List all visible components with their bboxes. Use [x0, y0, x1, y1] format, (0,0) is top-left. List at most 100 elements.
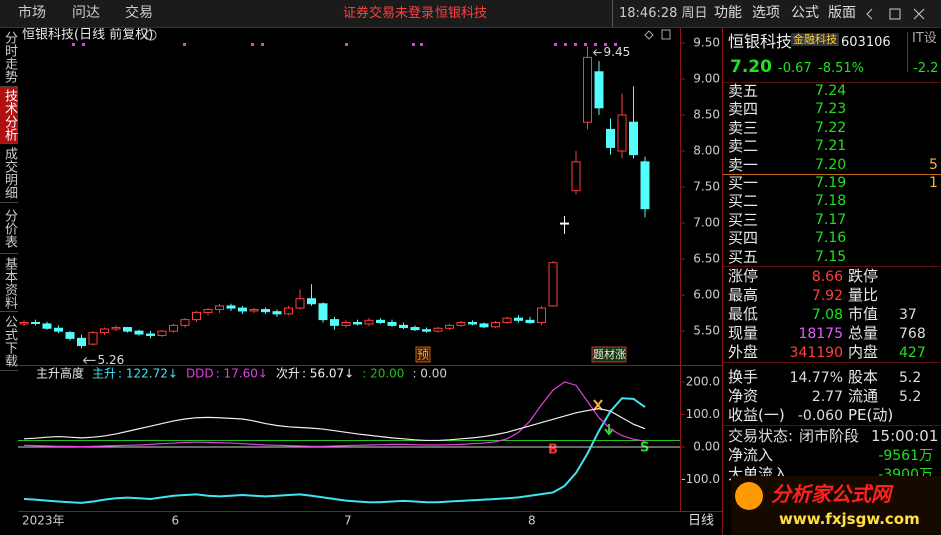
side-tab[interactable]: 基本资料 — [0, 254, 18, 312]
login-notice[interactable]: 证券交易未登录 — [343, 6, 435, 21]
divider — [723, 174, 941, 175]
logo-url: www.fxjsgw.com — [779, 510, 920, 528]
side-tab[interactable]: 公式下载 — [0, 312, 18, 371]
candle-body — [238, 307, 247, 312]
candle-body — [353, 321, 362, 325]
cross-marker — [593, 399, 603, 411]
divider — [723, 266, 941, 267]
stat-label: 跌停 — [848, 267, 879, 285]
candle-body — [537, 307, 546, 323]
stock-code: 603106 — [841, 35, 891, 50]
toolbar-item[interactable]: 功能 — [714, 5, 742, 21]
candle-body — [606, 128, 615, 148]
stat-value: 427 — [899, 345, 926, 361]
status: 闭市阶段 — [799, 427, 860, 445]
candle-body — [203, 309, 213, 313]
order-price: 7.24 — [815, 83, 847, 99]
top-bar: 市场 问达 交易 证券交易未登录 恒银科技 18:46:28 周日 功能 选项 … — [0, 0, 941, 28]
status-time: 15:00:01 — [871, 427, 939, 445]
side-tab[interactable]: 分时走势 — [0, 28, 18, 87]
side-tab[interactable]: 技术分析 — [0, 87, 18, 144]
candle-body — [514, 317, 523, 321]
window-icon[interactable] — [661, 29, 671, 40]
menu-item[interactable]: 问达 — [72, 5, 100, 21]
sell-signal: S — [640, 441, 649, 456]
stat-label: PE(动) — [848, 406, 894, 424]
divider — [723, 82, 941, 83]
status-label: 交易状态: — [728, 427, 794, 445]
price: 7.20 — [730, 57, 772, 77]
candle-body — [100, 328, 109, 334]
candle-body — [468, 321, 477, 325]
series-line — [23, 397, 646, 504]
x-tick-label: 8 — [528, 514, 536, 528]
divider — [612, 0, 613, 27]
candle-body — [560, 222, 569, 225]
order-label: 卖一 — [728, 155, 759, 174]
signal-dots — [72, 43, 617, 46]
toolbar-item[interactable]: 版面 — [828, 5, 856, 21]
order-volume: 1 — [929, 175, 938, 191]
side-tab[interactable]: IT设 — [907, 32, 941, 72]
stat-label: 量比 — [848, 286, 879, 304]
diamond-icon[interactable] — [644, 30, 654, 40]
stat-value: -0.060 — [797, 408, 843, 424]
legend-value: : 122.72↓ — [118, 367, 178, 381]
stat-label: 总量 — [848, 324, 879, 342]
signal-dot — [584, 43, 587, 46]
side-tab[interactable]: 成交明细 — [0, 144, 18, 203]
side-tab[interactable]: 分价表 — [0, 203, 18, 254]
candle-body — [387, 321, 397, 326]
back-button[interactable] — [866, 8, 873, 20]
stat-label: 收益(一) — [728, 406, 785, 424]
close-button[interactable] — [913, 8, 925, 20]
candle-body — [594, 71, 604, 109]
chart-title: 恒银科技(日线 前复权) — [22, 27, 153, 43]
toolbar-item[interactable]: 公式 — [791, 5, 819, 21]
signal-dot — [412, 43, 415, 46]
candle-body — [456, 321, 466, 326]
stat-label: 换手 — [728, 368, 759, 386]
order-label: 买三 — [728, 210, 759, 229]
menu-item[interactable]: 市场 — [18, 5, 46, 21]
signal-label: 预 — [417, 348, 429, 362]
signal-dot — [564, 43, 567, 46]
candle-body — [31, 321, 40, 324]
order-price: 7.21 — [815, 138, 847, 155]
concept-tag[interactable]: 金融科技 — [791, 33, 839, 46]
y-tick-label: 8.00 — [693, 144, 720, 158]
legend-name: 次升 — [276, 367, 300, 381]
low-annotation: 5.26 — [98, 353, 125, 367]
maximize-button[interactable] — [889, 8, 901, 20]
down-arrow — [604, 424, 614, 436]
toolbar-item[interactable]: 选项 — [752, 5, 780, 21]
menu-icon[interactable] — [145, 29, 157, 41]
period-label[interactable]: 日线 — [688, 514, 714, 529]
candle-body — [318, 303, 328, 321]
y-tick-label: 9.50 — [693, 35, 720, 49]
candle-body — [123, 327, 132, 332]
order-price: 7.23 — [815, 101, 847, 118]
high-annotation: 9.45 — [604, 45, 631, 59]
candle-body — [19, 321, 29, 325]
stock-notice[interactable]: 恒银科技 — [435, 6, 488, 21]
candle-body — [410, 327, 420, 331]
side-change: -2.2 — [913, 61, 939, 76]
candle-body — [571, 161, 581, 192]
stat-label: 净资 — [728, 387, 759, 405]
order-label: 买四 — [728, 229, 759, 248]
stat-value: 18175 — [798, 326, 843, 342]
y-tick-label: 7.00 — [693, 216, 720, 230]
y-tick-label: 100.0 — [686, 407, 720, 421]
menu-item[interactable]: 交易 — [125, 5, 153, 21]
legend-value: : 56.07↓ — [302, 367, 354, 381]
candle-body — [65, 332, 75, 339]
x-tick-label: 7 — [344, 514, 352, 528]
signal-label: 题材涨 — [593, 347, 626, 361]
candle-body — [295, 298, 305, 309]
candle-body — [629, 121, 638, 156]
price-change-pct: -8.51% — [818, 61, 864, 76]
candle-body — [433, 327, 443, 332]
candle-body — [525, 319, 535, 323]
